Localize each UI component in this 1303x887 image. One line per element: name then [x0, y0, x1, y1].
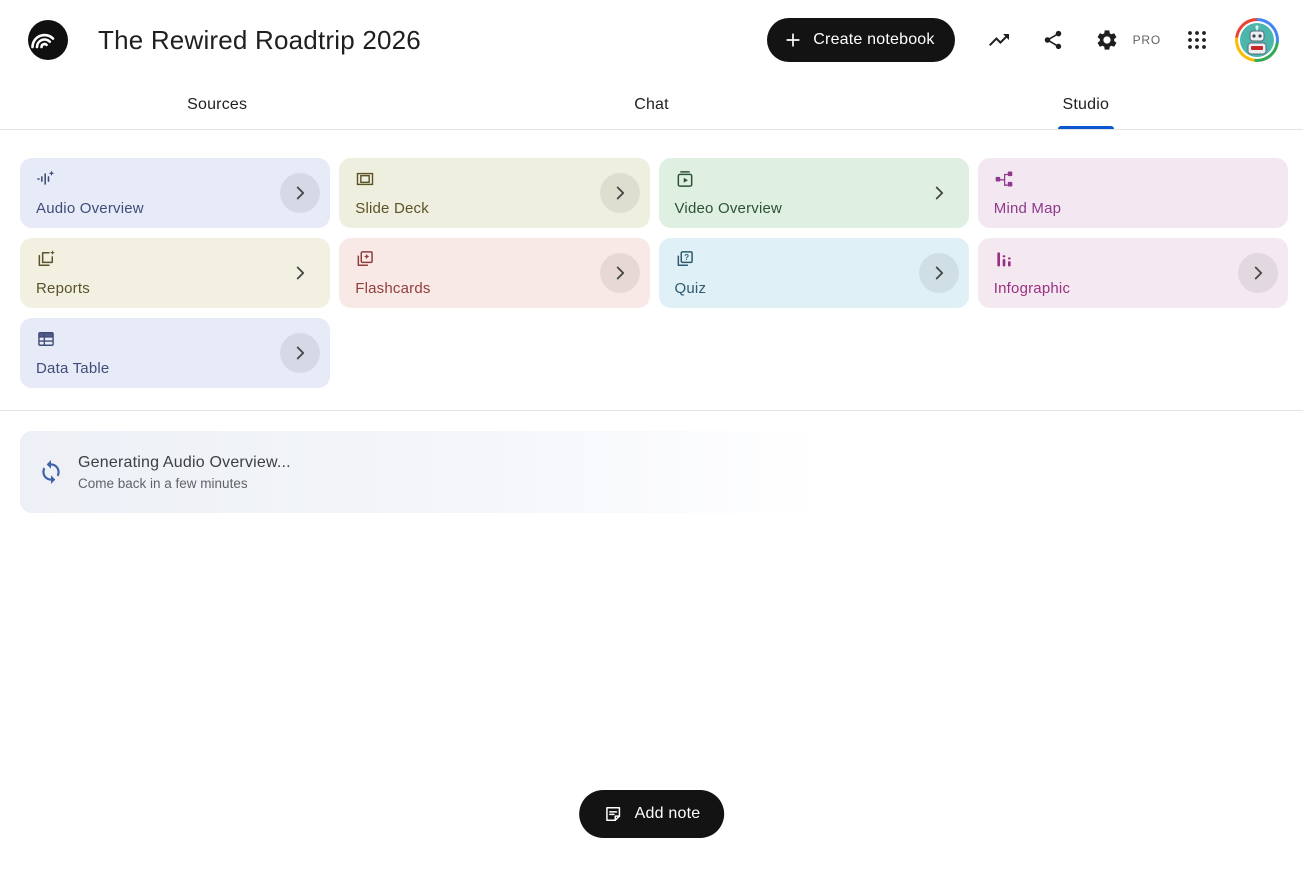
chevron-right-icon: [609, 262, 631, 284]
cards-question-icon: ?: [675, 249, 695, 269]
tab-studio-label: Studio: [1062, 95, 1110, 113]
studio-card-label: Infographic: [993, 280, 1071, 297]
avatar[interactable]: [1235, 18, 1279, 62]
notebooklm-logo[interactable]: [28, 20, 68, 60]
studio-card-label: Audio Overview: [36, 200, 144, 217]
studio-card-label: Slide Deck: [355, 200, 429, 217]
data-table-open-button[interactable]: [280, 333, 321, 373]
tab-active-underline: [1057, 126, 1114, 129]
studio-card-label: Flashcards: [355, 280, 431, 297]
studio-card-flashcards[interactable]: Flashcards: [339, 238, 650, 308]
section-divider: [0, 410, 1303, 411]
slide-frame-icon: [355, 169, 375, 189]
video-player-icon: [675, 169, 695, 189]
chevron-right-icon: [928, 262, 950, 284]
create-notebook-button[interactable]: Create notebook: [767, 18, 955, 62]
infographic-open-button[interactable]: [1238, 253, 1278, 293]
studio-card-data-table[interactable]: Data Table: [20, 318, 331, 388]
tab-bar: Sources Chat Studio: [0, 80, 1303, 130]
chevron-right-icon: [289, 182, 311, 204]
studio-card-label: Mind Map: [993, 200, 1062, 217]
table-grid-icon: [36, 329, 56, 349]
plus-icon: [783, 30, 803, 50]
chevron-right-icon: [289, 342, 311, 364]
studio-card-label: Reports: [36, 280, 90, 297]
studio-card-label: Data Table: [36, 360, 110, 377]
svg-text:?: ?: [684, 253, 689, 262]
robot-avatar-image: [1238, 21, 1276, 59]
studio-card-audio-overview[interactable]: Audio Overview: [20, 158, 331, 228]
settings-icon[interactable]: [1085, 18, 1129, 62]
studio-card-mind-map[interactable]: Mind Map: [977, 158, 1288, 228]
chevron-right-icon: [928, 182, 950, 204]
studio-cards-grid: Audio Overview Slide Deck Video Overview Mi…: [20, 158, 1288, 388]
audio-waveform-sparkle-icon: [36, 169, 56, 189]
reports-open-button[interactable]: [280, 253, 320, 293]
add-note-label: Add note: [634, 805, 701, 822]
pro-badge: PRO: [1132, 33, 1161, 47]
studio-card-video-overview[interactable]: Video Overview: [658, 158, 969, 228]
chevron-right-icon: [289, 262, 311, 284]
share-icon[interactable]: [1031, 18, 1075, 62]
chevron-right-icon: [1247, 262, 1269, 284]
studio-card-label: Video Overview: [674, 200, 783, 217]
studio-card-quiz[interactable]: ? Quiz: [658, 238, 969, 308]
tab-studio[interactable]: Studio: [869, 80, 1303, 129]
studio-card-label: Quiz: [674, 280, 707, 297]
analytics-icon[interactable]: [977, 18, 1021, 62]
add-note-button[interactable]: Add note: [578, 790, 725, 838]
chevron-right-icon: [609, 182, 631, 204]
layered-docs-sparkle-icon: [36, 249, 56, 269]
generating-title: Generating Audio Overview...: [78, 453, 291, 471]
video-overview-open-button[interactable]: [919, 173, 959, 213]
slide-deck-open-button[interactable]: [599, 173, 640, 213]
tab-chat[interactable]: Chat: [434, 80, 868, 129]
tab-chat-label: Chat: [634, 95, 669, 113]
app-header: The Rewired Roadtrip 2026 Create noteboo…: [0, 0, 1303, 80]
studio-card-infographic[interactable]: Infographic: [977, 238, 1288, 308]
node-graph-icon: [994, 169, 1014, 189]
quiz-open-button[interactable]: [918, 253, 959, 293]
studio-panel: Audio Overview Slide Deck Video Overview Mi…: [0, 158, 1303, 838]
audio-overview-open-button[interactable]: [280, 173, 321, 213]
create-notebook-label: Create notebook: [813, 31, 935, 48]
cards-star-icon: [355, 249, 375, 269]
tab-sources[interactable]: Sources: [0, 80, 434, 129]
flashcards-open-button[interactable]: [599, 253, 640, 293]
note-icon: [603, 804, 623, 824]
generating-subtitle: Come back in a few minutes: [78, 475, 248, 491]
notebook-title[interactable]: The Rewired Roadtrip 2026: [98, 24, 421, 55]
apps-grid-icon[interactable]: [1175, 18, 1219, 62]
tab-sources-label: Sources: [187, 95, 248, 113]
studio-card-reports[interactable]: Reports: [20, 238, 331, 308]
generating-status-card: Generating Audio Overview... Come back i…: [20, 431, 856, 513]
studio-card-slide-deck[interactable]: Slide Deck: [339, 158, 650, 228]
bar-chart-icon: [994, 249, 1014, 269]
sync-icon: [38, 459, 64, 485]
